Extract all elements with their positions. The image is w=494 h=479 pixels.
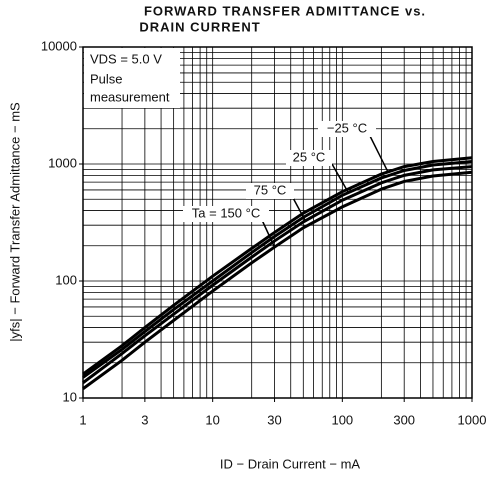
annotation: measurement (90, 89, 170, 104)
series-line (82, 160, 473, 379)
y-tick-label: 10000 (41, 38, 77, 53)
x-tick-label: 300 (393, 412, 415, 427)
series-label: 25 °C (293, 149, 326, 164)
x-tick-label: 1000 (458, 412, 487, 427)
y-tick-label: 100 (55, 272, 77, 287)
x-tick-label: 10 (205, 412, 219, 427)
series-line (82, 165, 473, 384)
arrows (261, 135, 389, 247)
y-axis-label: |yfs| − Forward Transfer Admittance − mS (7, 102, 22, 342)
label-bg (318, 121, 376, 137)
chart-subtitle: DRAIN CURRENT (139, 19, 260, 34)
series-label: −25 °C (327, 120, 367, 135)
series-line (82, 156, 473, 376)
chart-title: FORWARD TRANSFER ADMITTANCE vs. (144, 3, 426, 18)
series-line (82, 170, 473, 390)
x-tick-label: 30 (267, 412, 281, 427)
x-tick-label: 3 (141, 412, 148, 427)
x-tick-label: 1 (79, 412, 86, 427)
annotation: VDS = 5.0 V (90, 51, 162, 66)
annotation: Pulse (90, 71, 123, 86)
series-label: 75 °C (254, 182, 287, 197)
y-tick-label: 1000 (48, 155, 77, 170)
label-bg (286, 150, 332, 166)
note-box (84, 48, 180, 108)
x-tick-label: 100 (331, 412, 353, 427)
series-label: Ta = 150 °C (192, 205, 260, 220)
label-bg (183, 206, 269, 222)
x-axis-label: ID − Drain Current − mA (220, 456, 360, 471)
y-tick-label: 10 (63, 389, 77, 404)
label-bg (246, 183, 294, 199)
plot-area: 1 3 10 30 100 300 1000 10 100 1000 10000 (41, 38, 487, 427)
